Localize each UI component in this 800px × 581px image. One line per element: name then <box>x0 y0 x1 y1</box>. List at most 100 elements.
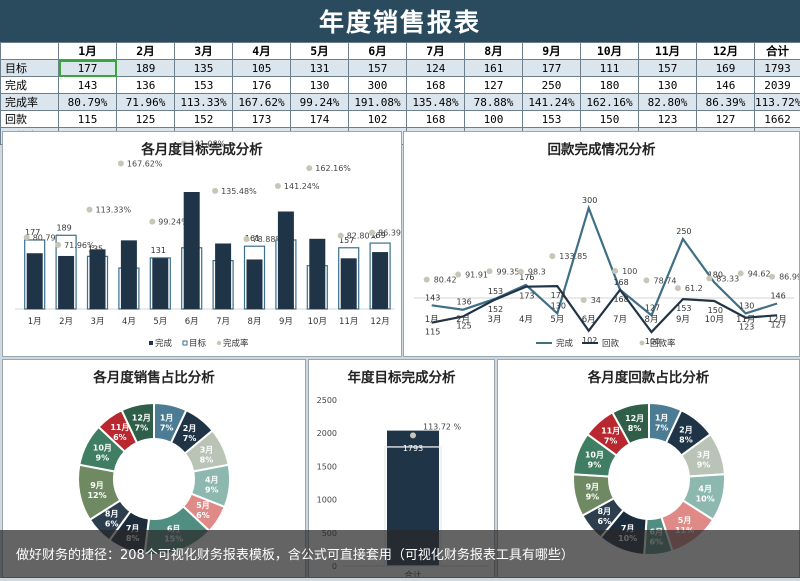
collection-line-chart: 14311580.421月13612591.912月15315299.353月1… <box>404 132 799 356</box>
collection-data-label: 152 <box>488 305 503 314</box>
table-cell[interactable]: 82.80% <box>639 94 697 111</box>
table-cell[interactable]: 1793 <box>755 60 800 77</box>
table-cell[interactable]: 167.62% <box>233 94 291 111</box>
x-tick-label: 2月 <box>59 317 73 327</box>
table-cell[interactable]: 2039 <box>755 77 800 94</box>
done-bar <box>247 259 263 309</box>
table-cell[interactable]: 146 <box>697 77 755 94</box>
slice-label: 2月 <box>183 424 197 433</box>
legend-target: 目标 <box>189 338 207 349</box>
rate-point <box>87 207 93 213</box>
table-cell[interactable]: 153 <box>175 77 233 94</box>
collection-rate-label: 94.62 <box>748 269 771 278</box>
table-cell[interactable]: 153 <box>523 111 581 128</box>
table-cell[interactable]: 143 <box>59 77 117 94</box>
table-cell[interactable]: 250 <box>523 77 581 94</box>
slice-label: 4月 <box>698 484 712 493</box>
slice-value: 6% <box>113 433 127 442</box>
table-cell[interactable]: 180 <box>581 77 639 94</box>
table-cell[interactable]: 173 <box>233 111 291 128</box>
table-cell[interactable]: 102 <box>349 111 407 128</box>
done-bar <box>58 256 74 309</box>
table-cell[interactable]: 131 <box>291 60 349 77</box>
table-cell[interactable]: 111 <box>581 60 639 77</box>
table-cell[interactable]: 162.16% <box>581 94 639 111</box>
table-cell[interactable]: 135 <box>175 60 233 77</box>
table-cell[interactable]: 71.96% <box>117 94 175 111</box>
table-cell[interactable]: 1662 <box>755 111 800 128</box>
collection-rate-label: 100 <box>622 267 637 276</box>
collection-data-label: 174 <box>551 291 566 300</box>
x-tick-label: 10月 <box>308 317 327 327</box>
collection-rate-label: 99.35 <box>497 267 520 276</box>
x-tick-label: 1月 <box>425 315 439 325</box>
table-cell[interactable]: 115 <box>59 111 117 128</box>
slice-value: 7% <box>655 423 669 432</box>
done-bar <box>90 249 106 309</box>
slice-label: 10月 <box>585 450 604 459</box>
table-cell[interactable]: 125 <box>117 111 175 128</box>
table-cell[interactable]: 130 <box>639 77 697 94</box>
table-cell[interactable]: 157 <box>349 60 407 77</box>
slice-value: 7% <box>183 434 197 443</box>
collection-rate-label: 78.74 <box>654 276 677 285</box>
table-cell[interactable]: 141.24% <box>523 94 581 111</box>
table-cell[interactable]: 78.88% <box>465 94 523 111</box>
slice-label: 1月 <box>160 413 174 422</box>
done-bar <box>215 243 231 309</box>
x-tick-label: 5月 <box>153 317 167 327</box>
table-cell[interactable]: 127 <box>465 77 523 94</box>
table-cell[interactable]: 191.08% <box>349 94 407 111</box>
done-bar <box>278 212 294 310</box>
table-cell[interactable]: 127 <box>697 111 755 128</box>
legend-swatch-done <box>149 341 153 345</box>
table-cell[interactable]: 105 <box>233 60 291 77</box>
table-cell[interactable]: 136 <box>117 77 175 94</box>
table-cell[interactable]: 113.72% <box>755 94 800 111</box>
table-cell[interactable]: 150 <box>581 111 639 128</box>
table-cell[interactable]: 169 <box>697 60 755 77</box>
table-cell[interactable]: 99.24% <box>291 94 349 111</box>
x-tick-label: 1月 <box>28 317 42 327</box>
rate-data-label: 135.48% <box>221 187 257 196</box>
table-cell[interactable]: 124 <box>407 60 465 77</box>
x-tick-label: 3月 <box>91 317 105 327</box>
slice-label: 8月 <box>105 510 119 519</box>
table-cell[interactable]: 168 <box>407 77 465 94</box>
done-data-label: 250 <box>676 227 691 236</box>
table-cell[interactable]: 161 <box>465 60 523 77</box>
table-cell[interactable]: 157 <box>639 60 697 77</box>
x-tick-label: 3月 <box>488 315 502 325</box>
table-cell[interactable]: 174 <box>291 111 349 128</box>
table-cell[interactable]: 168 <box>407 111 465 128</box>
collection-rate-point <box>769 274 775 280</box>
table-cell[interactable]: 177 <box>59 60 117 77</box>
table-cell[interactable]: 177 <box>523 60 581 77</box>
column-header: 8月 <box>465 43 523 60</box>
column-header: 7月 <box>407 43 465 60</box>
table-cell[interactable]: 135.48% <box>407 94 465 111</box>
table-cell[interactable]: 300 <box>349 77 407 94</box>
table-cell[interactable]: 113.33% <box>175 94 233 111</box>
table-cell[interactable]: 123 <box>639 111 697 128</box>
x-tick-label: 9月 <box>676 315 690 325</box>
y-tick-label: 2500 <box>317 396 337 405</box>
collection-data-label: 153 <box>676 304 691 313</box>
target-data-label: 189 <box>56 223 71 232</box>
table-cell[interactable]: 130 <box>291 77 349 94</box>
table-cell[interactable]: 152 <box>175 111 233 128</box>
slice-label: 4月 <box>205 475 219 484</box>
table-cell[interactable]: 176 <box>233 77 291 94</box>
table-cell[interactable]: 80.79% <box>59 94 117 111</box>
slice-label: 9月 <box>586 483 600 492</box>
table-cell[interactable]: 86.39% <box>697 94 755 111</box>
slice-value: 6% <box>598 517 612 526</box>
rate-data-label: 113.33% <box>96 206 132 215</box>
collection-rate-label: 80.42 <box>434 276 457 285</box>
table-cell[interactable]: 100 <box>465 111 523 128</box>
table-cell[interactable]: 189 <box>117 60 175 77</box>
